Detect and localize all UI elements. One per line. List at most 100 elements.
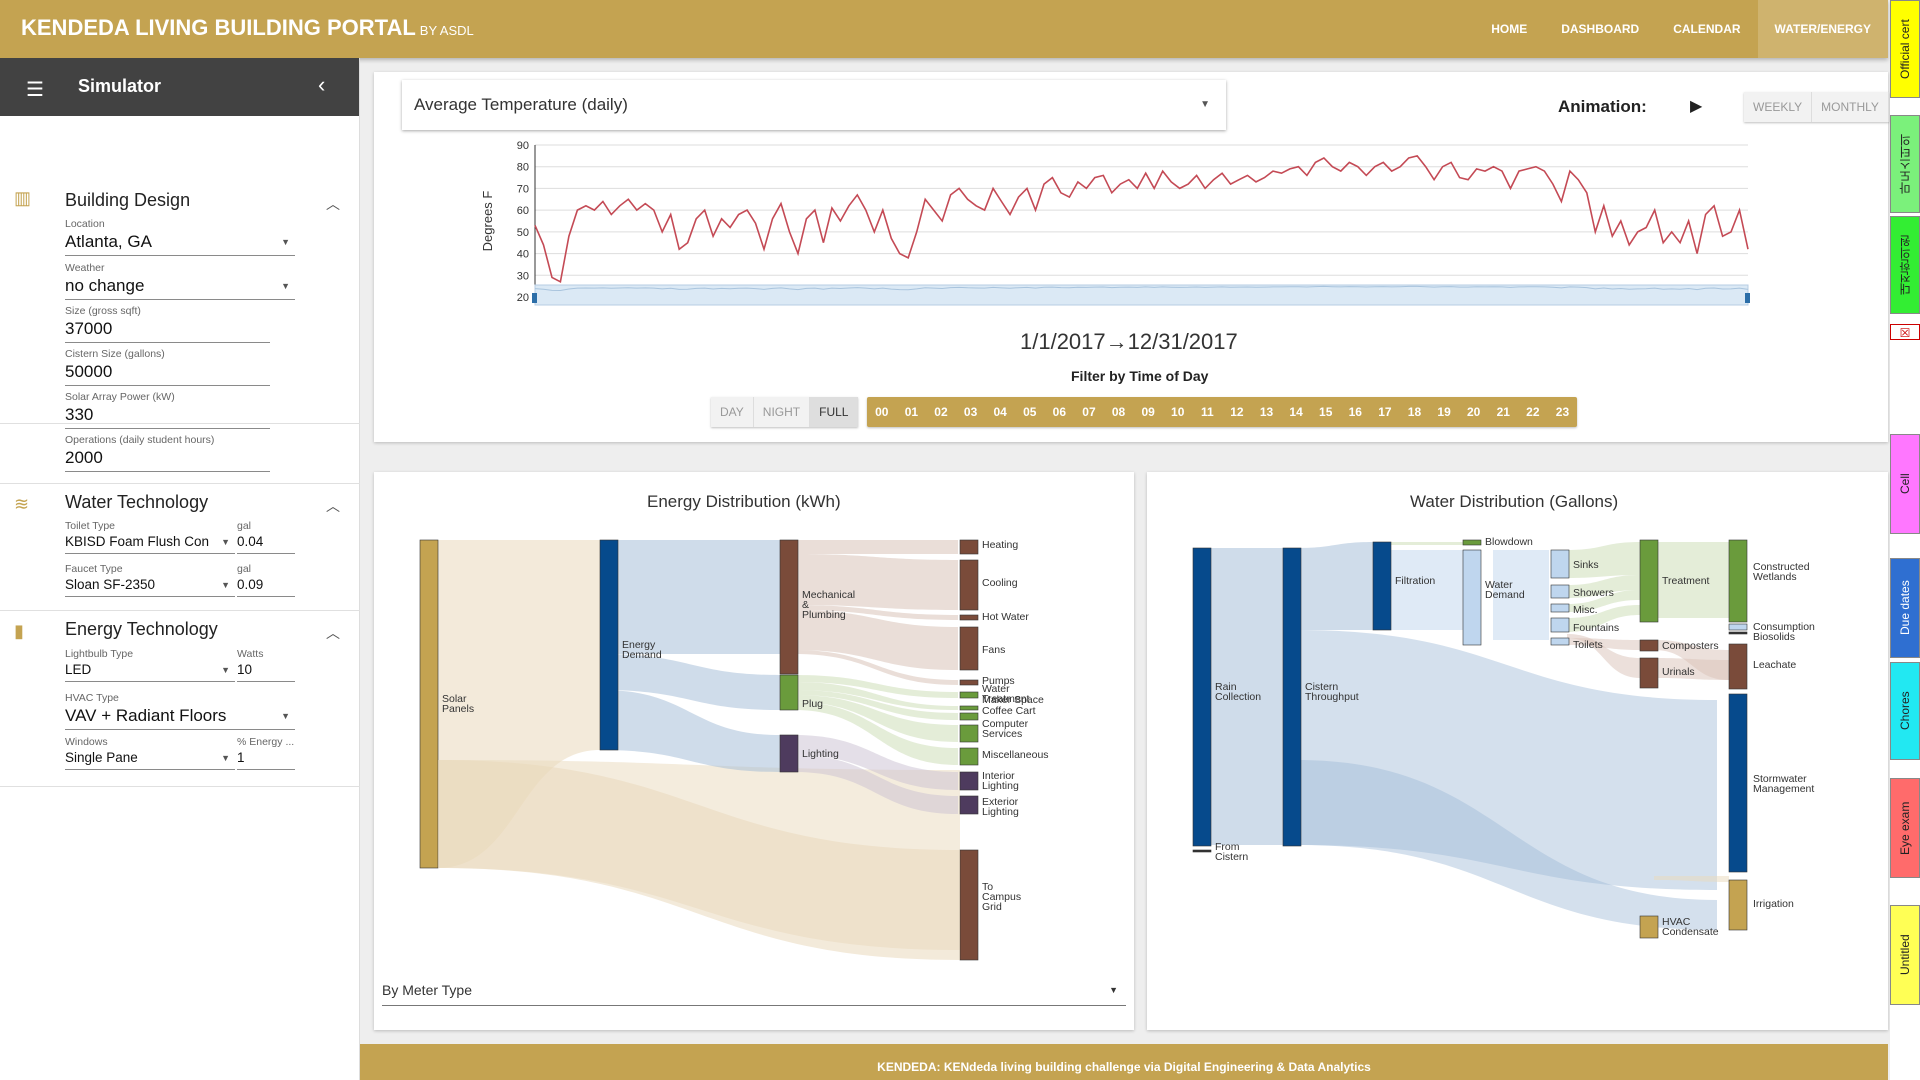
side-tab-4[interactable]: Cell	[1890, 434, 1920, 534]
lightbulb-field[interactable]: Lightbulb Type LED ▼	[65, 648, 235, 682]
day-button[interactable]: DAY	[711, 397, 754, 427]
windows-field[interactable]: Windows Single Pane ▼	[65, 736, 235, 770]
hour-button-13[interactable]: 13	[1259, 405, 1274, 419]
location-select[interactable]: Atlanta, GA ▼	[65, 230, 295, 256]
collapse-sidebar-icon[interactable]: ‹	[318, 72, 326, 97]
size-input[interactable]: 37000	[65, 317, 270, 343]
play-icon[interactable]: ▶	[1690, 98, 1703, 115]
operations-field[interactable]: Operations (daily student hours) 2000	[65, 434, 270, 472]
sankey-link	[1567, 542, 1640, 578]
faucet-gal-field[interactable]: gal 0.09	[237, 563, 295, 597]
location-field[interactable]: Location Atlanta, GA ▼	[65, 218, 295, 256]
hour-button-06[interactable]: 06	[1052, 405, 1067, 419]
hour-button-00[interactable]: 00	[875, 405, 889, 419]
monthly-button[interactable]: MONTHLY	[1812, 92, 1889, 122]
solar-input[interactable]: 330	[65, 403, 270, 429]
computer-services-label: Services	[982, 728, 1022, 740]
date-end[interactable]: 12/31/2017	[1127, 329, 1238, 354]
hour-button-20[interactable]: 20	[1466, 405, 1481, 419]
hour-button-22[interactable]: 22	[1526, 405, 1540, 419]
nav-calendar[interactable]: CALENDAR	[1673, 22, 1741, 36]
nav-dashboard[interactable]: DASHBOARD	[1561, 22, 1640, 36]
coffee-cart-label: Coffee Cart	[982, 705, 1036, 717]
hour-button-23[interactable]: 23	[1555, 405, 1570, 419]
water-technology-title[interactable]: Water Technology	[65, 492, 209, 512]
metric-select[interactable]: Average Temperature (daily) ▼	[402, 80, 1226, 130]
side-tab-1[interactable]: Official cert	[1890, 0, 1920, 98]
side-tab-3[interactable]: 대전한의원	[1890, 216, 1920, 314]
constructed-wetlands-node	[1728, 539, 1748, 623]
chevron-up-icon[interactable]: ︿	[326, 498, 340, 514]
faucet-field[interactable]: Faucet Type Sloan SF-2350 ▼	[65, 563, 235, 597]
cistern-input[interactable]: 50000	[65, 360, 270, 386]
hour-button-07[interactable]: 07	[1082, 405, 1096, 419]
energy-technology-title[interactable]: Energy Technology	[65, 619, 218, 639]
composters-node	[1639, 639, 1659, 652]
hour-button-03[interactable]: 03	[963, 405, 978, 419]
full-button[interactable]: FULL	[810, 397, 859, 427]
to-campus-grid-label: To	[982, 881, 993, 893]
computer-services-label: Computer	[982, 718, 1029, 730]
hour-button-10[interactable]: 10	[1171, 405, 1185, 419]
hour-button-18[interactable]: 18	[1407, 405, 1422, 419]
night-button[interactable]: NIGHT	[754, 397, 811, 427]
portal-title[interactable]: KENDEDA LIVING BUILDING PORTAL BY ASDL	[21, 15, 474, 41]
hour-button-08[interactable]: 08	[1111, 405, 1126, 419]
weather-field[interactable]: Weather no change ▼	[65, 262, 295, 300]
solar-field[interactable]: Solar Array Power (kW) 330	[65, 391, 270, 429]
pumps-node	[959, 679, 979, 686]
hour-button-14[interactable]: 14	[1289, 405, 1303, 419]
leachate-label: Leachate	[1753, 659, 1796, 671]
y-axis-label: Degrees F	[480, 191, 495, 252]
hour-button-01[interactable]: 01	[904, 405, 919, 419]
side-tab-7[interactable]: Eye exam	[1890, 778, 1920, 878]
date-start[interactable]: 1/1/2017	[1020, 329, 1106, 354]
meter-type-select[interactable]: By Meter Type ▼	[382, 978, 1126, 1006]
energy-pct-field[interactable]: % Energy ... 1	[237, 736, 295, 770]
hvac-select[interactable]: VAV + Radiant Floors ▼	[65, 704, 295, 730]
energy-pct-input[interactable]: 1	[237, 748, 295, 770]
hour-button-12[interactable]: 12	[1230, 405, 1244, 419]
side-tab-2[interactable]: 마도스터의	[1890, 115, 1920, 213]
cistern-field[interactable]: Cistern Size (gallons) 50000	[65, 348, 270, 386]
hour-button-04[interactable]: 04	[993, 405, 1007, 419]
toilet-gal-field[interactable]: gal 0.04	[237, 520, 295, 554]
sankey-link	[794, 605, 958, 620]
hour-button-19[interactable]: 19	[1437, 405, 1451, 419]
chevron-up-icon[interactable]: ︿	[326, 625, 340, 641]
hvac-field[interactable]: HVAC Type VAV + Radiant Floors ▼	[65, 692, 295, 730]
hour-button-21[interactable]: 21	[1496, 405, 1510, 419]
operations-input[interactable]: 2000	[65, 446, 270, 472]
side-tab-6[interactable]: Chores	[1890, 662, 1920, 760]
nav-home[interactable]: HOME	[1491, 22, 1528, 36]
size-field[interactable]: Size (gross sqft) 37000	[65, 305, 270, 343]
solar-panels-label: Solar	[442, 693, 467, 705]
lightbulb-select[interactable]: LED ▼	[65, 660, 235, 682]
side-tab-8[interactable]: Untitled	[1890, 905, 1920, 1005]
nav-water-energy[interactable]: WATER/ENERGY	[1757, 0, 1888, 58]
faucet-gal-input[interactable]: 0.09	[237, 575, 295, 597]
close-tab-icon[interactable]: ☒	[1890, 324, 1920, 340]
hour-button-11[interactable]: 11	[1200, 405, 1214, 419]
watts-input[interactable]: 10	[237, 660, 295, 682]
faucet-select[interactable]: Sloan SF-2350 ▼	[65, 575, 235, 597]
hour-button-05[interactable]: 05	[1023, 405, 1037, 419]
watts-field[interactable]: Watts 10	[237, 648, 295, 682]
weather-select[interactable]: no change ▼	[65, 274, 295, 300]
toilet-gal-input[interactable]: 0.04	[237, 532, 295, 554]
toilet-field[interactable]: Toilet Type KBISD Foam Flush Con ▼	[65, 520, 235, 554]
time-mode-toggle: DAY NIGHT FULL	[711, 397, 859, 427]
hour-button-15[interactable]: 15	[1319, 405, 1333, 419]
hamburger-menu-icon[interactable]: ☰	[26, 79, 44, 101]
toilet-select[interactable]: KBISD Foam Flush Con ▼	[65, 532, 235, 554]
chevron-up-icon[interactable]: ︿	[326, 196, 340, 212]
dropdown-arrow-icon: ▼	[221, 537, 230, 547]
building-design-title[interactable]: Building Design	[65, 190, 191, 210]
hour-button-02[interactable]: 02	[934, 405, 948, 419]
weekly-button[interactable]: WEEKLY	[1744, 92, 1813, 122]
windows-select[interactable]: Single Pane ▼	[65, 748, 235, 770]
hour-button-17[interactable]: 17	[1378, 405, 1392, 419]
side-tab-5[interactable]: Due dates	[1890, 558, 1920, 658]
hour-button-09[interactable]: 09	[1141, 405, 1155, 419]
hour-button-16[interactable]: 16	[1348, 405, 1362, 419]
